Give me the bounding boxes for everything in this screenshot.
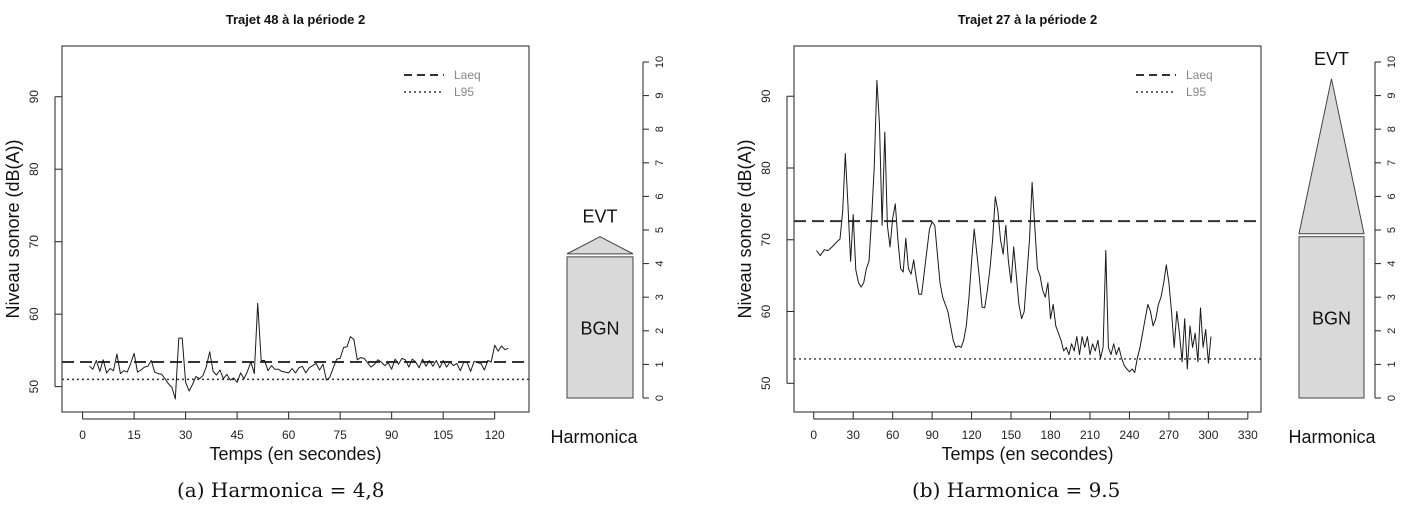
evt-label: EVT <box>582 207 617 227</box>
x-tick-label: 150 <box>1001 428 1021 442</box>
harmonica-label: Harmonica <box>1288 427 1376 447</box>
harmonica-tick-label: 10 <box>1386 56 1398 68</box>
bgn-label: BGN <box>580 318 619 338</box>
harmonica-tick-label: 7 <box>1386 160 1398 166</box>
harmonica-tick-label: 0 <box>654 395 666 401</box>
harmonica-indicator: 0 1 2 3 4 5 6 7 8 9 10 BGN EVT Harmonica <box>550 56 666 447</box>
x-tick-label: 210 <box>1080 428 1100 442</box>
x-tick-label: 0 <box>79 428 86 442</box>
chart-title: Trajet 27 à la période 2 <box>958 12 1097 27</box>
x-tick-label: 60 <box>886 428 900 442</box>
harmonica-tick-label: 0 <box>1386 395 1398 401</box>
harmonica-indicator: 0 1 2 3 4 5 6 7 8 9 10 BGN EVT Harmonica <box>1288 49 1398 447</box>
y-tick-label: 50 <box>759 376 773 390</box>
series-line <box>816 79 1212 373</box>
x-tick-label: 330 <box>1238 428 1258 442</box>
harmonica-tick-label: 8 <box>1386 126 1398 132</box>
bgn-label: BGN <box>1312 308 1351 328</box>
harmonica-label: Harmonica <box>550 427 638 447</box>
harmonica-tick-label: 8 <box>654 126 666 132</box>
harmonica-tick-label: 6 <box>654 193 666 199</box>
caption-a: (a) Harmonica = 4,8 <box>177 478 385 502</box>
y-tick-label: 80 <box>27 162 41 176</box>
x-tick-label: 120 <box>485 428 505 442</box>
series-line <box>89 302 509 400</box>
legend-label-laeq: Laeq <box>1186 68 1213 82</box>
x-tick-label: 30 <box>847 428 861 442</box>
harmonica-tick-label: 6 <box>1386 193 1398 199</box>
x-tick-label: 180 <box>1041 428 1061 442</box>
x-tick-label: 75 <box>333 428 347 442</box>
y-tick-label: 70 <box>759 233 773 247</box>
caption-b: (b) Harmonica = 9.5 <box>912 478 1121 502</box>
harmonica-tick-label: 2 <box>1386 328 1398 334</box>
harmonica-tick-label: 2 <box>654 328 666 334</box>
y-tick-label: 70 <box>27 235 41 249</box>
x-tick-label: 60 <box>282 428 296 442</box>
y-tick-label: 80 <box>759 161 773 175</box>
harmonica-tick-label: 5 <box>1386 227 1398 233</box>
x-tick-label: 90 <box>385 428 399 442</box>
chart-title: Trajet 48 à la période 2 <box>226 12 365 27</box>
harmonica-tick-label: 3 <box>654 294 666 300</box>
harmonica-tick-label: 10 <box>654 56 666 68</box>
legend-label-l95: L95 <box>454 85 474 99</box>
evt-triangle <box>566 236 634 255</box>
y-tick-label: 90 <box>759 89 773 103</box>
harmonica-tick-label: 4 <box>654 261 666 267</box>
harmonica-tick-label: 9 <box>654 93 666 99</box>
x-tick-label: 45 <box>230 428 244 442</box>
bgn-box <box>1298 236 1365 399</box>
x-axis-label: Temps (en secondes) <box>209 444 381 464</box>
harmonica-tick-label: 1 <box>1386 361 1398 367</box>
legend-label-l95: L95 <box>1186 85 1206 99</box>
harmonica-tick-label: 5 <box>654 227 666 233</box>
figure-svg: Trajet 48 à la période 20 15 30 45 60 75 90 105… <box>3 12 1398 464</box>
x-tick-label: 300 <box>1198 428 1218 442</box>
harmonica-tick-label: 3 <box>1386 294 1398 300</box>
x-tick-label: 30 <box>179 428 193 442</box>
x-tick-label: 120 <box>962 428 982 442</box>
y-tick-label: 60 <box>759 305 773 319</box>
harmonica-tick-label: 4 <box>1386 261 1398 267</box>
harmonica-tick-label: 9 <box>1386 93 1398 99</box>
bgn-box <box>566 256 634 399</box>
chart-panel-a: Trajet 48 à la période 20 15 30 45 60 75 90 105… <box>3 12 666 464</box>
harmonica-tick-label: 1 <box>654 361 666 367</box>
y-axis-label: Niveau sonore (dB(A)) <box>735 139 755 318</box>
plot-frame <box>61 45 530 413</box>
y-tick-label: 60 <box>27 307 41 321</box>
y-tick-label: 50 <box>27 380 41 394</box>
y-tick-label: 90 <box>27 90 41 104</box>
x-tick-label: 15 <box>127 428 141 442</box>
x-tick-label: 90 <box>925 428 939 442</box>
x-tick-label: 0 <box>810 428 817 442</box>
x-tick-label: 105 <box>433 428 453 442</box>
x-axis-label: Temps (en secondes) <box>941 444 1113 464</box>
chart-panel-b: Trajet 27 à la période 20 30 60 90 120 150 180… <box>735 12 1398 464</box>
x-tick-label: 240 <box>1119 428 1139 442</box>
legend-label-laeq: Laeq <box>454 68 481 82</box>
harmonica-tick-label: 7 <box>654 160 666 166</box>
plot-frame <box>793 45 1262 413</box>
evt-triangle <box>1298 78 1365 235</box>
y-axis-label: Niveau sonore (dB(A)) <box>3 139 23 318</box>
evt-label: EVT <box>1314 49 1349 69</box>
x-tick-label: 270 <box>1159 428 1179 442</box>
